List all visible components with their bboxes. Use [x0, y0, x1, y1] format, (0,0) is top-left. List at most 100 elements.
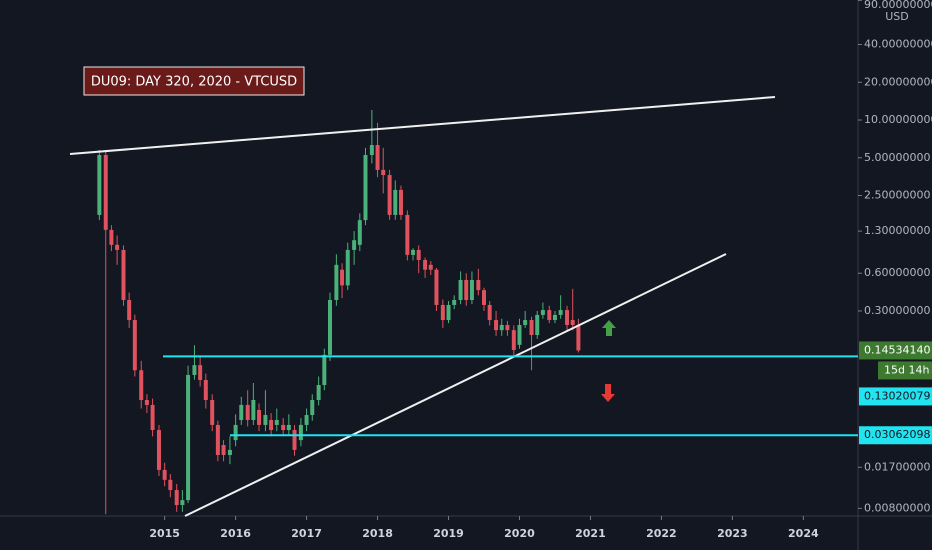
candle-body: [257, 409, 262, 425]
candle-body: [192, 365, 197, 375]
price-label-box: [859, 387, 932, 406]
price-label: 0.14534140: [864, 343, 930, 356]
candle-body: [274, 420, 279, 425]
y-tick-label: 90.00000000: [864, 0, 932, 11]
candle-body: [263, 415, 268, 425]
candle-body: [552, 314, 557, 321]
candle-body: [144, 399, 149, 405]
x-tick-label: 2015: [149, 527, 180, 540]
candle-body: [215, 424, 220, 456]
candle-body: [505, 324, 510, 331]
candle-body: [446, 304, 451, 321]
candle-body: [393, 189, 398, 215]
candle-body: [103, 155, 108, 230]
candle-body: [168, 479, 173, 491]
candle-body: [97, 155, 102, 215]
y-tick-label: 5.00000000: [864, 151, 930, 164]
candle-body: [221, 444, 226, 456]
x-tick-label: 2019: [433, 527, 464, 540]
up-arrow: [602, 320, 616, 336]
candle-body: [203, 379, 208, 400]
candle-body: [239, 404, 244, 421]
candle-body: [292, 430, 297, 450]
price-label: 0.03062098: [864, 428, 930, 441]
x-tick-label: 2021: [575, 527, 606, 540]
candle-body: [298, 424, 303, 441]
down-arrow: [601, 384, 615, 402]
candle-body: [469, 279, 474, 300]
candle-body: [286, 424, 291, 431]
y-tick-label: 1.30000000: [864, 224, 930, 237]
candle-body: [322, 354, 327, 386]
x-tick-label: 2020: [504, 527, 535, 540]
y-tick-label: 0.01700000: [864, 460, 930, 473]
candle-body: [121, 249, 126, 300]
candle-body: [381, 169, 386, 176]
candle-body: [558, 310, 563, 315]
candle-body: [464, 279, 469, 300]
candle-body: [139, 370, 144, 400]
candle-body: [529, 320, 534, 335]
candle-body: [132, 320, 137, 371]
candle-body: [340, 269, 345, 286]
candle-body: [523, 320, 528, 325]
x-tick-label: 2016: [220, 527, 251, 540]
y-tick-label: 10.00000000: [864, 113, 932, 126]
y-tick-label: 2.50000000: [864, 189, 930, 202]
candle-body: [156, 430, 161, 470]
candle-body: [565, 310, 570, 325]
candle-body: [310, 399, 315, 416]
candle-body: [251, 399, 256, 421]
price-label-box: [859, 341, 932, 360]
y-tick-label: 0.60000000: [864, 266, 930, 279]
title-box: [83, 66, 305, 96]
candle-body: [452, 299, 457, 305]
candle-body: [269, 420, 274, 431]
candle-body: [115, 244, 120, 250]
candle-body: [375, 145, 380, 170]
candle-body: [570, 320, 575, 325]
candle-body: [423, 259, 428, 270]
candle-body: [352, 240, 357, 250]
candle-body: [576, 324, 581, 351]
candle-body: [180, 500, 185, 506]
x-tick-label: 2023: [717, 527, 748, 540]
candle-body: [458, 279, 463, 300]
candle-body: [162, 469, 167, 480]
candle-body: [198, 365, 203, 380]
x-tick-label: 2022: [646, 527, 677, 540]
candle-body: [233, 424, 238, 441]
candle-body: [316, 385, 321, 400]
candle-body: [363, 155, 368, 221]
candle-body: [398, 189, 403, 215]
candle-body: [476, 279, 481, 291]
y-tick-label: 0.30000000: [864, 304, 930, 317]
candle-body: [416, 249, 421, 260]
candle-body: [482, 290, 486, 305]
candle-body: [334, 264, 339, 300]
candle-body: [487, 304, 492, 321]
candle-body: [511, 330, 516, 351]
price-label: 0.13020079: [864, 389, 930, 402]
countdown-box: [878, 361, 932, 380]
candle-body: [109, 229, 114, 245]
y-unit: USD: [885, 10, 909, 23]
candle-body: [281, 424, 286, 431]
candle-body: [150, 404, 155, 431]
y-tick-label: 40.00000000: [864, 38, 932, 51]
candle-body: [186, 374, 191, 501]
candle-body: [494, 320, 499, 331]
candle-body: [357, 220, 362, 245]
candle-body: [210, 399, 215, 425]
candle-body: [440, 304, 445, 321]
candle-body: [540, 310, 545, 315]
trend-line-upper: [69, 96, 776, 155]
countdown: 15d 14h: [884, 363, 929, 376]
candle-body: [127, 299, 132, 321]
candle-body: [328, 299, 332, 355]
candle-body: [499, 324, 504, 331]
y-tick-label: 0.00800000: [864, 501, 930, 514]
candle-body: [304, 415, 309, 425]
